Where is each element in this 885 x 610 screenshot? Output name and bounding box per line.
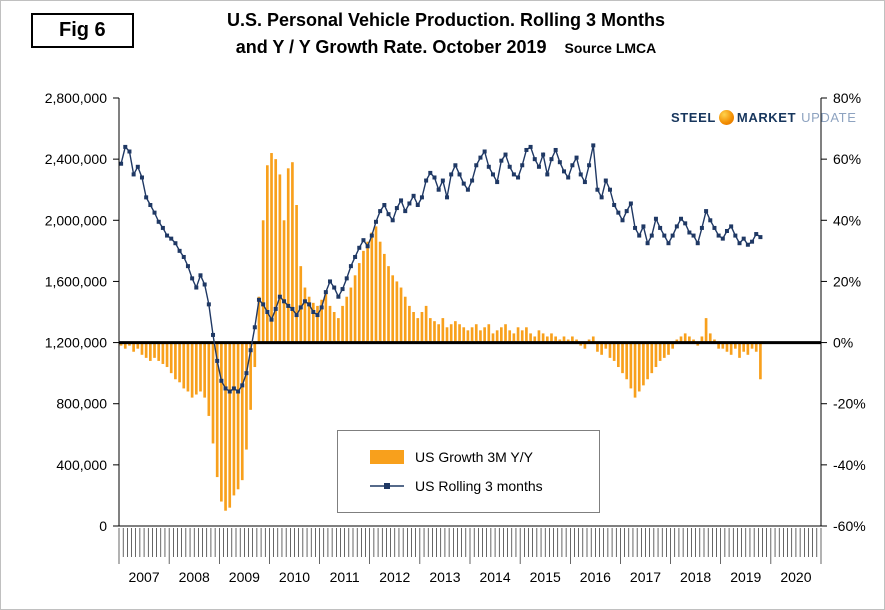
year-axis-label: 2019	[730, 569, 761, 585]
smu-logo: STEEL MARKET UPDATE	[671, 110, 857, 125]
legend-bar-label: US Growth 3M Y/Y	[415, 449, 534, 465]
year-axis-label: 2013	[429, 569, 460, 585]
left-axis-tick-label: 0	[99, 518, 107, 534]
left-axis-tick-label: 1,600,000	[45, 273, 107, 289]
chart-title-line1: U.S. Personal Vehicle Production. Rollin…	[226, 10, 666, 30]
chart-title-line2-wrap: and Y / Y Growth Rate. October 2019 Sourc…	[131, 34, 761, 62]
chart-title-line2: and Y / Y Growth Rate. October 2019	[235, 37, 547, 57]
bar-series-swatch	[370, 450, 404, 464]
right-axis-tick-label: 80%	[833, 90, 861, 106]
year-axis-label: 2016	[580, 569, 611, 585]
year-axis-label: 2009	[229, 569, 260, 585]
source-label: Source LMCA	[564, 40, 657, 56]
right-axis-tick-label: -20%	[833, 396, 866, 412]
year-axis-label: 2008	[179, 569, 210, 585]
left-axis-tick-label: 2,800,000	[45, 90, 107, 106]
right-axis-tick-label: 20%	[833, 273, 861, 289]
right-axis-tick-label: 0%	[833, 335, 853, 351]
logo-word-steel: STEEL	[671, 110, 716, 125]
right-axis-tick-label: 60%	[833, 151, 861, 167]
year-axis-label: 2014	[479, 569, 510, 585]
year-axis-label: 2007	[128, 569, 159, 585]
logo-word-update: UPDATE	[801, 110, 857, 125]
legend-row-line: US Rolling 3 months	[370, 478, 599, 494]
right-axis-tick-label: 40%	[833, 212, 861, 228]
logo-word-market: MARKET	[736, 110, 797, 125]
year-axis-label: 2018	[680, 569, 711, 585]
legend-line-label: US Rolling 3 months	[415, 478, 543, 494]
year-axis-label: 2011	[330, 569, 360, 585]
left-axis-tick-label: 800,000	[56, 396, 107, 412]
legend: US Growth 3M Y/Y US Rolling 3 months	[337, 430, 600, 513]
year-axis-label: 2017	[630, 569, 661, 585]
left-axis-tick-label: 400,000	[56, 457, 107, 473]
figure-label: Fig 6	[31, 13, 134, 48]
legend-row-bars: US Growth 3M Y/Y	[370, 449, 599, 465]
left-axis-tick-label: 1,200,000	[45, 335, 107, 351]
year-axis-label: 2012	[379, 569, 410, 585]
year-axis-label: 2015	[530, 569, 561, 585]
left-axis-tick-label: 2,400,000	[45, 151, 107, 167]
line-markers	[119, 143, 763, 394]
right-axis-tick-label: -40%	[833, 457, 866, 473]
growth-bars	[119, 153, 762, 511]
right-axis-tick-label: -60%	[833, 518, 866, 534]
year-axis-label: 2010	[279, 569, 310, 585]
orange-sphere-icon	[718, 110, 734, 125]
left-axis-tick-label: 2,000,000	[45, 212, 107, 228]
chart-title: U.S. Personal Vehicle Production. Rollin…	[131, 7, 761, 62]
year-axis-label: 2020	[780, 569, 811, 585]
rolling-line	[120, 145, 761, 393]
line-series-swatch	[370, 483, 404, 489]
